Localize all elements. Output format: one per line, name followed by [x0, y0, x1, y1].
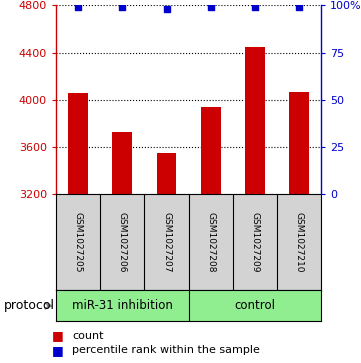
Title: GDS4598 / 8005943: GDS4598 / 8005943: [112, 0, 266, 1]
Bar: [112, 132, 132, 194]
Point: [208, 4, 214, 10]
Text: GSM1027208: GSM1027208: [206, 212, 215, 273]
Bar: [201, 107, 221, 194]
Point: [164, 6, 169, 12]
Bar: [157, 153, 177, 194]
Point: [296, 4, 302, 10]
Text: ■: ■: [52, 344, 64, 357]
Point: [75, 4, 81, 10]
Bar: [68, 93, 88, 194]
Text: GSM1027207: GSM1027207: [162, 212, 171, 273]
Text: control: control: [234, 299, 275, 312]
Text: protocol: protocol: [4, 299, 55, 312]
Text: miR-31 inhibition: miR-31 inhibition: [72, 299, 173, 312]
Text: count: count: [72, 331, 104, 341]
Text: GSM1027206: GSM1027206: [118, 212, 127, 273]
Bar: [289, 91, 309, 194]
Text: percentile rank within the sample: percentile rank within the sample: [72, 345, 260, 355]
Text: ■: ■: [52, 329, 64, 342]
Text: GSM1027210: GSM1027210: [295, 212, 304, 273]
Text: GSM1027209: GSM1027209: [251, 212, 260, 273]
Bar: [245, 47, 265, 194]
Point: [252, 4, 258, 10]
Point: [119, 4, 125, 10]
Text: GSM1027205: GSM1027205: [74, 212, 83, 273]
